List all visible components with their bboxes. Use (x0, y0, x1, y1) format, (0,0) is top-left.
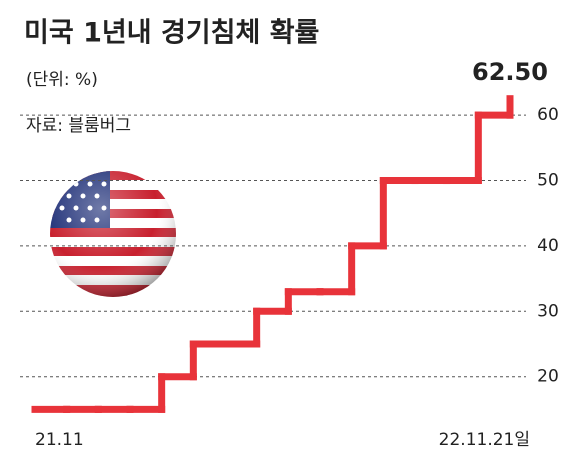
y-tick-label: 20 (537, 367, 559, 387)
y-tick-label: 30 (537, 301, 559, 321)
y-tick-label: 50 (537, 171, 559, 191)
flag-ball (50, 171, 176, 297)
x-tick-label: 22.11.21일 (439, 430, 530, 450)
x-tick-label: 21.11 (35, 430, 84, 450)
y-tick-label: 40 (537, 236, 559, 256)
source: 자료: 블룸버그 (26, 116, 131, 136)
y-tick-label: 60 (537, 105, 559, 125)
chart-subtitle: (단위: %) (26, 70, 98, 90)
chart-title: 미국 1년내 경기침체 확률 (24, 18, 319, 49)
value-label: 62.50 (472, 58, 548, 86)
